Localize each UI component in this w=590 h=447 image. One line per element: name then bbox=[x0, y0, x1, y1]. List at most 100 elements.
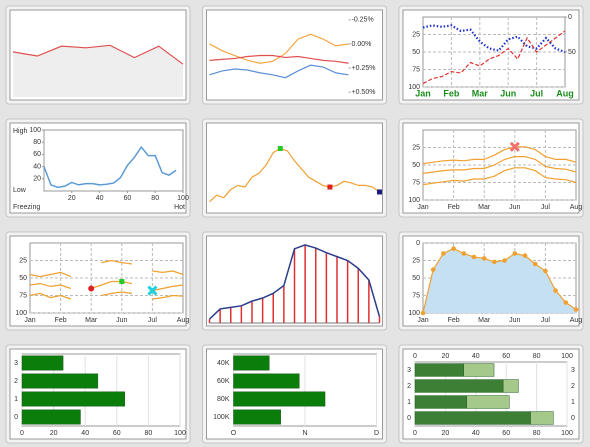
bar bbox=[21, 409, 81, 425]
x-tick-label: 100 bbox=[174, 430, 186, 437]
x-tick-label: 20 bbox=[68, 195, 76, 202]
point bbox=[471, 254, 477, 260]
bar bbox=[530, 411, 554, 425]
bar bbox=[414, 395, 467, 409]
annotation: Freezing bbox=[13, 204, 40, 211]
x-tick-label: Feb bbox=[448, 317, 460, 324]
y-tick-label-right: 2 bbox=[571, 383, 575, 390]
bar bbox=[414, 379, 504, 393]
x-tick-label: Jan bbox=[417, 204, 428, 211]
point bbox=[573, 307, 579, 312]
y-tick-label: 40K bbox=[217, 360, 230, 367]
x-tick-label: Feb bbox=[443, 88, 460, 98]
series-line bbox=[209, 64, 349, 79]
y-tick-label: 1 bbox=[14, 396, 18, 403]
x-tick-label: Aug bbox=[570, 317, 583, 324]
y-tick-label: 75 bbox=[412, 292, 420, 299]
bar bbox=[233, 409, 281, 425]
point bbox=[451, 246, 456, 251]
y-tick-label-right: 0 bbox=[571, 415, 575, 422]
bar bbox=[21, 391, 125, 407]
panel bbox=[206, 122, 383, 214]
x-tick-label: Jul bbox=[541, 317, 550, 324]
y-tick-label: 25 bbox=[19, 257, 27, 264]
marker bbox=[327, 184, 333, 190]
x-tick-label: Jul bbox=[530, 88, 543, 98]
series-line bbox=[422, 30, 566, 85]
panel bbox=[9, 122, 187, 214]
bar bbox=[21, 355, 64, 371]
x-tick-label: 60 bbox=[124, 195, 132, 202]
series-line bbox=[209, 147, 380, 203]
bar bbox=[233, 355, 270, 371]
y-tick-label: 2 bbox=[14, 378, 18, 385]
x-tick-label: Jan bbox=[415, 88, 431, 98]
y-tick-label: 100K bbox=[213, 414, 230, 421]
bar bbox=[414, 411, 531, 425]
y-tick-label: 50 bbox=[412, 49, 420, 56]
panel bbox=[402, 122, 580, 214]
panel bbox=[402, 9, 580, 101]
y-tick-label-right: 3 bbox=[571, 367, 575, 374]
series-line bbox=[422, 156, 577, 174]
point bbox=[461, 251, 467, 256]
x-tick-label: 20 bbox=[442, 430, 450, 437]
point bbox=[553, 288, 558, 293]
x-tick-label-top: 0 bbox=[413, 353, 417, 360]
point bbox=[512, 251, 518, 256]
y2-tick-label: -0.25% bbox=[352, 17, 374, 24]
x-tick-label-top: 40 bbox=[472, 353, 480, 360]
y-tick-label: 100 bbox=[408, 84, 420, 91]
marker bbox=[509, 141, 520, 152]
x-tick-label: Jul bbox=[148, 317, 157, 324]
x-tick-label: 60 bbox=[113, 430, 121, 437]
bar bbox=[502, 379, 519, 393]
bar bbox=[463, 363, 495, 377]
y2-tick-label: 0.00% bbox=[352, 41, 372, 48]
y2-tick-label: 50 bbox=[568, 49, 576, 56]
y-tick-label: 25 bbox=[412, 31, 420, 38]
x-tick-label: 60 bbox=[502, 430, 510, 437]
panel bbox=[9, 235, 187, 327]
x-tick-label: Mar bbox=[478, 204, 491, 211]
x-tick-label: 40 bbox=[81, 430, 89, 437]
series-line bbox=[29, 280, 184, 292]
x-tick-label: 0 bbox=[20, 430, 24, 437]
x-tick-label: 0 bbox=[413, 430, 417, 437]
y-tick-label: 50 bbox=[412, 162, 420, 169]
x-tick-label: 20 bbox=[50, 430, 58, 437]
point bbox=[441, 251, 446, 256]
point bbox=[532, 261, 538, 267]
y-tick-label: 0 bbox=[416, 240, 420, 247]
y-tick-label: 3 bbox=[407, 367, 411, 374]
x-tick-label: Mar bbox=[472, 88, 489, 98]
y-tick-label: 75 bbox=[19, 292, 27, 299]
x-tick-label: Jun bbox=[509, 317, 520, 324]
y-tick-label: 1 bbox=[407, 399, 411, 406]
y2-tick-label: +0.25% bbox=[352, 65, 376, 72]
x-tick-label: N bbox=[302, 430, 307, 437]
panel bbox=[206, 9, 383, 101]
y-tick-label: 75 bbox=[412, 66, 420, 73]
y-tick-label: 60K bbox=[217, 378, 230, 385]
series-line bbox=[209, 33, 349, 64]
y2-tick-label: +0.50% bbox=[352, 89, 376, 96]
x-tick-label: Mar bbox=[478, 317, 491, 324]
x-tick-label: Jun bbox=[116, 317, 127, 324]
point bbox=[502, 258, 507, 263]
x-tick-label: Feb bbox=[448, 204, 460, 211]
y-tick-label: 25 bbox=[412, 144, 420, 151]
y-tick-label: 100 bbox=[408, 310, 420, 317]
area bbox=[13, 45, 183, 97]
x-tick-label: Jan bbox=[417, 317, 428, 324]
x-tick-label: Feb bbox=[55, 317, 67, 324]
x-tick-label: Mar bbox=[85, 317, 98, 324]
x-tick-label: Jun bbox=[509, 204, 520, 211]
y-tick-label: 40 bbox=[33, 163, 41, 170]
point bbox=[430, 267, 436, 272]
area bbox=[423, 248, 576, 313]
x-tick-label: Jan bbox=[24, 317, 35, 324]
x-tick-label: 80 bbox=[533, 430, 541, 437]
